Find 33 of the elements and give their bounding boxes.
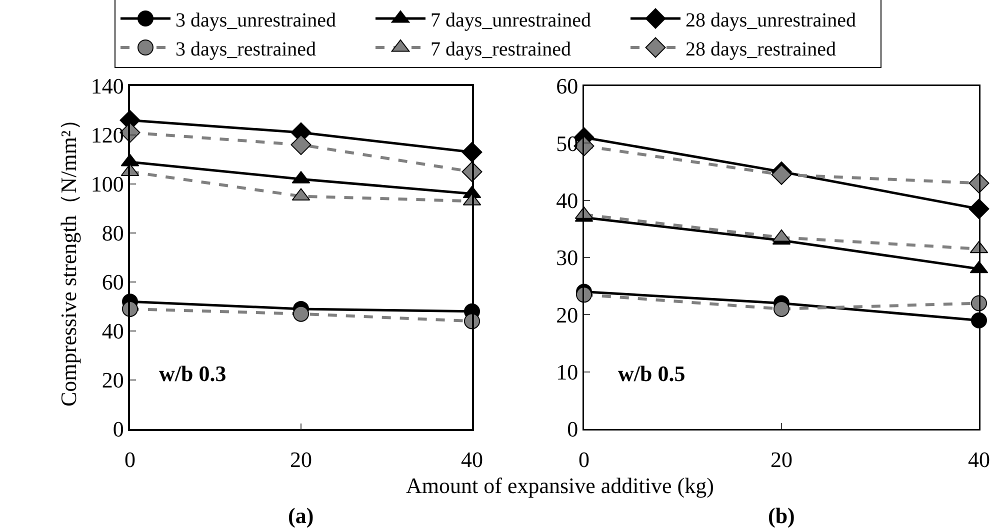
- x-tick-label: 20: [290, 447, 312, 472]
- x-axis-title: Amount of expansive additive (kg): [406, 473, 714, 498]
- legend-label: 28 days_unrestrained: [686, 9, 856, 32]
- y-tick-label: 60: [102, 270, 124, 295]
- legend-label: 28 days_restrained: [686, 38, 836, 60]
- text: (b): [768, 503, 795, 528]
- y-tick-label: 120: [90, 122, 124, 148]
- y-tick-label: 40: [556, 188, 578, 214]
- y-tick-label: 0: [567, 416, 578, 442]
- legend-label: 3 days_unrestrained: [176, 9, 336, 32]
- y-tick-label: 80: [102, 220, 124, 246]
- x-tick-label: 40: [968, 446, 990, 472]
- y-tick-label: 140: [90, 74, 124, 99]
- annotation: w/b 0.3: [159, 361, 226, 386]
- text: (a): [288, 503, 314, 528]
- x-tick-label: 20: [770, 446, 792, 472]
- point: [774, 300, 790, 317]
- y-tick-label: 60: [556, 74, 578, 99]
- point: [290, 134, 312, 156]
- y-tick-label: 100: [90, 172, 124, 197]
- point: [293, 306, 309, 322]
- x-tick-label: 40: [461, 447, 483, 472]
- y-tick-label: 10: [556, 360, 578, 385]
- annotation: w/b 0.5: [618, 361, 686, 386]
- y-tick-label: 0: [112, 416, 124, 442]
- y-tick-label: 20: [102, 368, 124, 393]
- y-axis-title: Compressive strength（N/mm²）: [56, 108, 82, 407]
- y-tick-label: 40: [102, 318, 124, 344]
- legend-label: 3 days_restrained: [176, 38, 316, 60]
- y-tick-label: 20: [556, 302, 578, 328]
- legend-label: 7 days_unrestrained: [430, 9, 592, 32]
- legend-label: 7 days_restrained: [430, 38, 572, 60]
- y-tick-label: 30: [556, 245, 578, 270]
